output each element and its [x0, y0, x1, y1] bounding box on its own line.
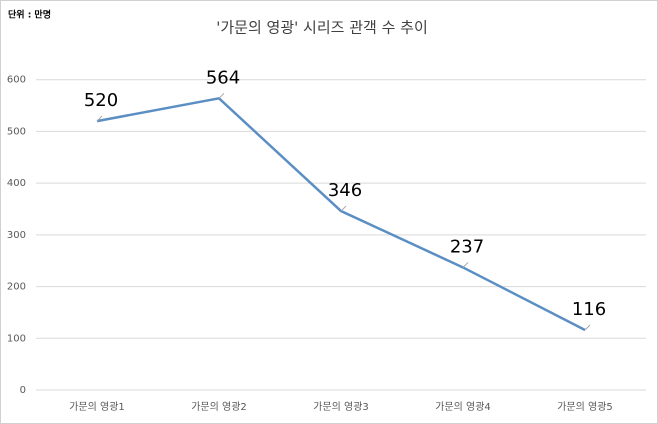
- x-tick-label: 가문의 영광5: [557, 401, 613, 413]
- x-tick-label: 가문의 영광4: [435, 401, 491, 413]
- label-leader: [462, 262, 469, 268]
- unit-label: 단위 : 만명: [8, 9, 51, 21]
- y-tick-label: 0: [20, 385, 26, 396]
- x-tick-label: 가문의 영광3: [313, 401, 369, 413]
- y-tick-label: 300: [7, 230, 26, 241]
- x-tick-label: 가문의 영광1: [69, 401, 125, 413]
- data-label: 346: [328, 180, 362, 201]
- label-leader: [340, 205, 347, 212]
- x-tick-label: 가문의 영광2: [191, 401, 247, 413]
- line: [96, 96, 586, 332]
- data-label: 520: [84, 90, 118, 111]
- label-leader: [96, 115, 103, 122]
- y-tick-label: 100: [7, 333, 26, 344]
- label-leader: [218, 92, 225, 99]
- y-tick-label: 400: [7, 178, 26, 189]
- data-label: 237: [450, 236, 484, 257]
- data-label: 116: [572, 299, 606, 320]
- y-tick-label: 200: [7, 282, 26, 293]
- label-leader: [584, 324, 591, 331]
- y-tick-label: 600: [7, 75, 26, 86]
- y-tick-label: 500: [7, 126, 26, 137]
- data-label: 564: [206, 67, 240, 88]
- chart-title: '가문의 영광' 시리즈 관객 수 추이: [216, 19, 428, 37]
